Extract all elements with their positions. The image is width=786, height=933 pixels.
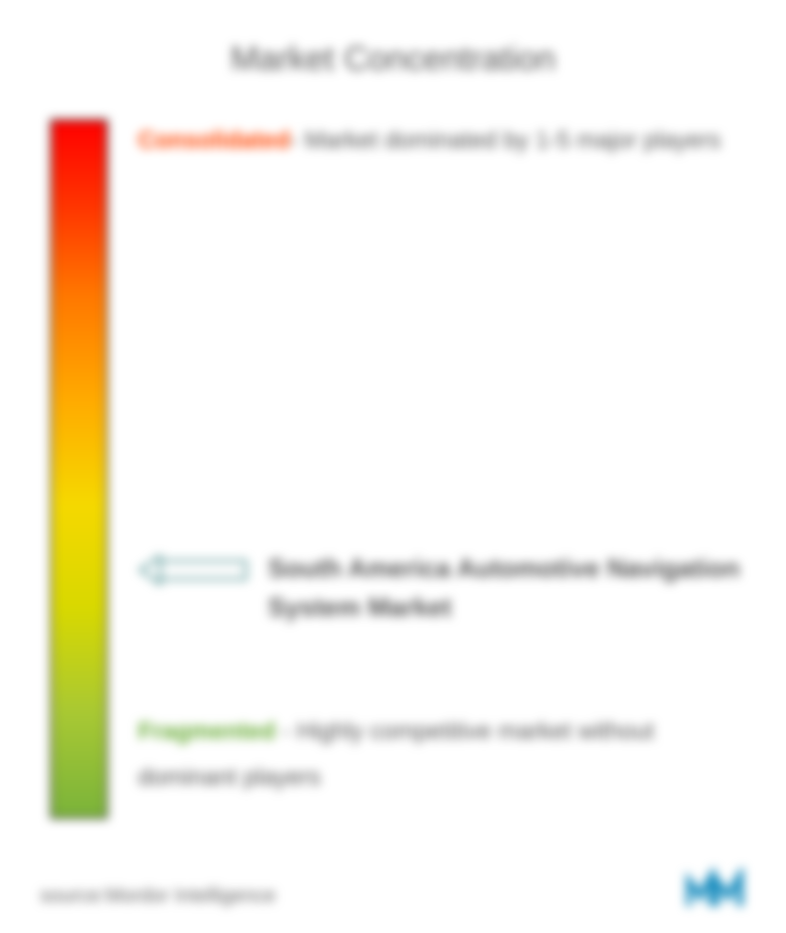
infographic-container: Market Concentration: [0, 0, 786, 933]
market-indicator: South America Automotive Navigation Syst…: [138, 549, 746, 627]
concentration-gradient-bar: [50, 119, 108, 819]
text-annotations: Consolidated- Market dominated by 1-5 ma…: [108, 119, 746, 839]
content-area: Consolidated- Market dominated by 1-5 ma…: [40, 119, 746, 839]
consolidated-label: Consolidated: [138, 127, 290, 154]
fragmented-label: Fragmented: [138, 718, 275, 745]
consolidated-description: - Market dominated by 1-5 major players: [290, 127, 721, 154]
gradient-svg: [52, 121, 106, 817]
market-name: South America Automotive Navigation Syst…: [268, 549, 746, 627]
page-title: Market Concentration: [40, 40, 746, 79]
fragmented-section: Fragmented - Highly competitive market w…: [138, 709, 726, 800]
source-attribution: source:Mordor Intelligence: [40, 885, 276, 908]
company-logo: [686, 868, 746, 913]
arrow-left-icon: [138, 553, 248, 587]
consolidated-section: Consolidated- Market dominated by 1-5 ma…: [138, 119, 726, 162]
mordor-logo-icon: [686, 868, 746, 908]
